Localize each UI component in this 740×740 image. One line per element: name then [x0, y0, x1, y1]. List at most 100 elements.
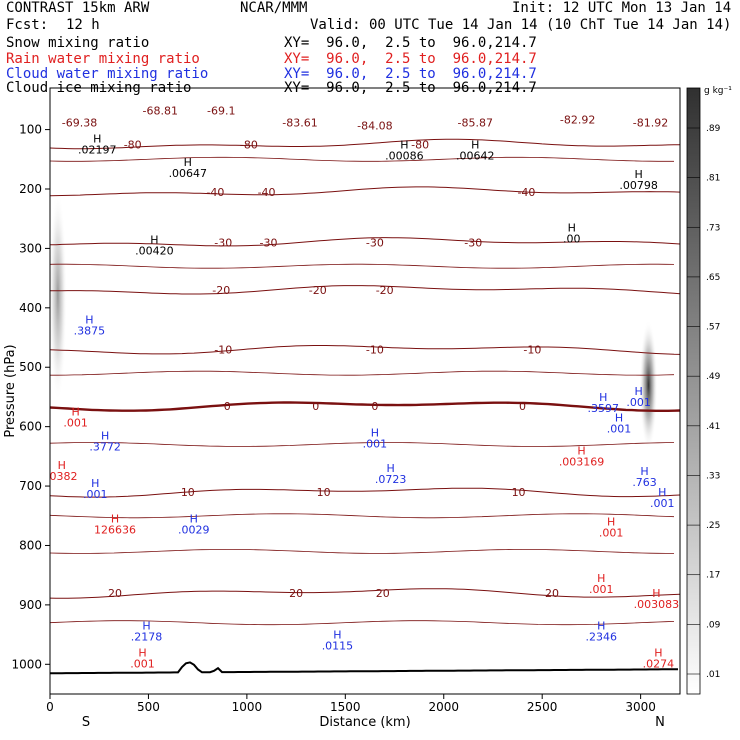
contour-label: -20: [309, 284, 327, 297]
colorbar-unit: g kg⁻¹: [704, 86, 732, 96]
contour-label: 0: [224, 400, 231, 413]
x-axis: 0 500 1000 1500 2000 2500 3000: [46, 694, 656, 714]
init-time: Init: 12 UTC Mon 13 Jan 14: [512, 0, 732, 16]
colorbar-tick-label: .41: [706, 422, 720, 432]
colorbar-tick-label: .57: [706, 323, 720, 333]
x-axis-label: Distance (km): [319, 715, 410, 730]
max-value-label: .00: [563, 232, 581, 245]
contour-label: -30: [366, 236, 384, 249]
y-tick-label: 600: [19, 420, 42, 434]
y-tick-label: 100: [19, 123, 42, 137]
contour-label: 10: [317, 486, 331, 499]
temperature-min-label: -81.92: [633, 117, 668, 130]
max-marker: H: [138, 646, 146, 659]
temperature-contour: [50, 285, 680, 295]
max-value-label: .0115: [322, 639, 354, 652]
y-axis: 100 200 300 400 500 600 700 800 900 1000: [11, 123, 50, 671]
max-marker: H: [71, 406, 79, 419]
max-marker: H: [85, 314, 93, 327]
max-value-label: .00798: [619, 179, 658, 192]
valid-time: Valid: 00 UTC Tue 14 Jan 14 (10 ChT Tue …: [310, 17, 732, 33]
field-name-rain: Rain water mixing ratio: [6, 51, 200, 67]
max-marker: H: [568, 221, 576, 234]
x-tick-label: 2500: [527, 700, 558, 714]
y-tick-label: 1000: [11, 657, 42, 671]
max-value-label: .003083: [634, 598, 680, 611]
max-value-label: .3772: [89, 440, 121, 453]
colorbar-tick-label: .49: [706, 372, 721, 382]
x-tick-label: 1000: [232, 700, 263, 714]
contour-label: -10: [366, 343, 384, 356]
max-value-label: 126636: [94, 524, 136, 537]
max-marker: H: [142, 620, 150, 633]
model-title: CONTRAST 15km ARW: [6, 0, 150, 16]
max-value-label: .3597: [587, 402, 619, 415]
max-marker: H: [607, 516, 615, 529]
temperature-contour: [50, 263, 675, 269]
x-tick-label: 500: [137, 700, 160, 714]
contour-label: 20: [108, 587, 122, 600]
max-value-label: .763: [632, 476, 657, 489]
max-marker: H: [190, 513, 198, 526]
temperature-contour: [50, 401, 680, 412]
max-value-label: .001: [626, 396, 651, 409]
org-title: NCAR/MMM: [240, 0, 308, 16]
max-marker: H: [471, 138, 479, 151]
y-tick-label: 400: [19, 301, 42, 315]
forecast-value: 12 h: [66, 17, 100, 33]
temperature-contour: [50, 186, 680, 197]
temperature-contour: [50, 345, 680, 355]
max-marker: H: [333, 628, 341, 641]
contour-label: 20: [289, 587, 303, 600]
contour-label: 10: [512, 486, 526, 499]
max-value-label: .3875: [74, 325, 106, 338]
temperature-min-label: -68.81: [143, 105, 178, 118]
contour-label: -80: [124, 138, 142, 151]
max-marker: H: [615, 412, 623, 425]
colorbar-tick-label: .33: [706, 471, 720, 481]
forecast-label: Fcst:: [6, 17, 49, 33]
max-marker: H: [58, 459, 66, 472]
max-value-label: .00647: [169, 167, 208, 180]
colorbar-ramp: [686, 87, 701, 695]
max-value-label: .0382: [46, 470, 78, 483]
plot-area: -80 -80 -80 -40 -40 -40 -30 -30 -30 -30 -20 -20 -20 -…: [46, 105, 680, 675]
contour-label: -80: [411, 138, 429, 151]
max-marker: H: [400, 138, 408, 151]
colorbar-tick-label: .09: [706, 620, 721, 630]
max-value-label: .001: [363, 437, 388, 450]
max-marker: H: [93, 132, 101, 145]
max-marker: H: [184, 156, 192, 169]
max-marker: H: [635, 385, 643, 398]
contour-label: -80: [240, 138, 258, 151]
max-marker: H: [101, 429, 109, 442]
max-marker: H: [599, 391, 607, 404]
max-value-label: .02197: [78, 143, 117, 156]
contour-label: -40: [258, 186, 276, 199]
temperature-contour: [50, 620, 675, 626]
contour-label: 10: [181, 486, 195, 499]
max-value-label: .0029: [178, 524, 210, 537]
contour-label: -40: [206, 186, 224, 199]
temperature-min-label: -69.38: [62, 117, 97, 130]
max-marker: H: [658, 486, 666, 499]
max-value-label: .001: [589, 583, 614, 596]
max-value-label: .2178: [131, 631, 163, 644]
temperature-contour: [50, 237, 680, 247]
max-marker: H: [386, 462, 394, 475]
contour-label: 20: [545, 587, 559, 600]
max-value-label: .0274: [643, 657, 675, 670]
temperature-contour: [50, 442, 675, 447]
contour-label: 0: [371, 400, 378, 413]
max-value-label: .00642: [456, 149, 495, 162]
y-axis-label: Pressure (hPa): [3, 344, 18, 437]
max-value-label: .001: [650, 497, 675, 510]
contour-label: -20: [376, 284, 394, 297]
max-value-label: .003169: [559, 455, 605, 468]
shaded-region: [50, 189, 67, 403]
y-tick-label: 200: [19, 182, 42, 196]
field-xy-cloud-water: XY= 96.0, 2.5 to 96.0,214.7: [284, 66, 537, 82]
max-value-label: .001: [83, 488, 108, 501]
contour-label: 0: [312, 400, 319, 413]
temperature-min-label: -82.92: [560, 114, 595, 127]
